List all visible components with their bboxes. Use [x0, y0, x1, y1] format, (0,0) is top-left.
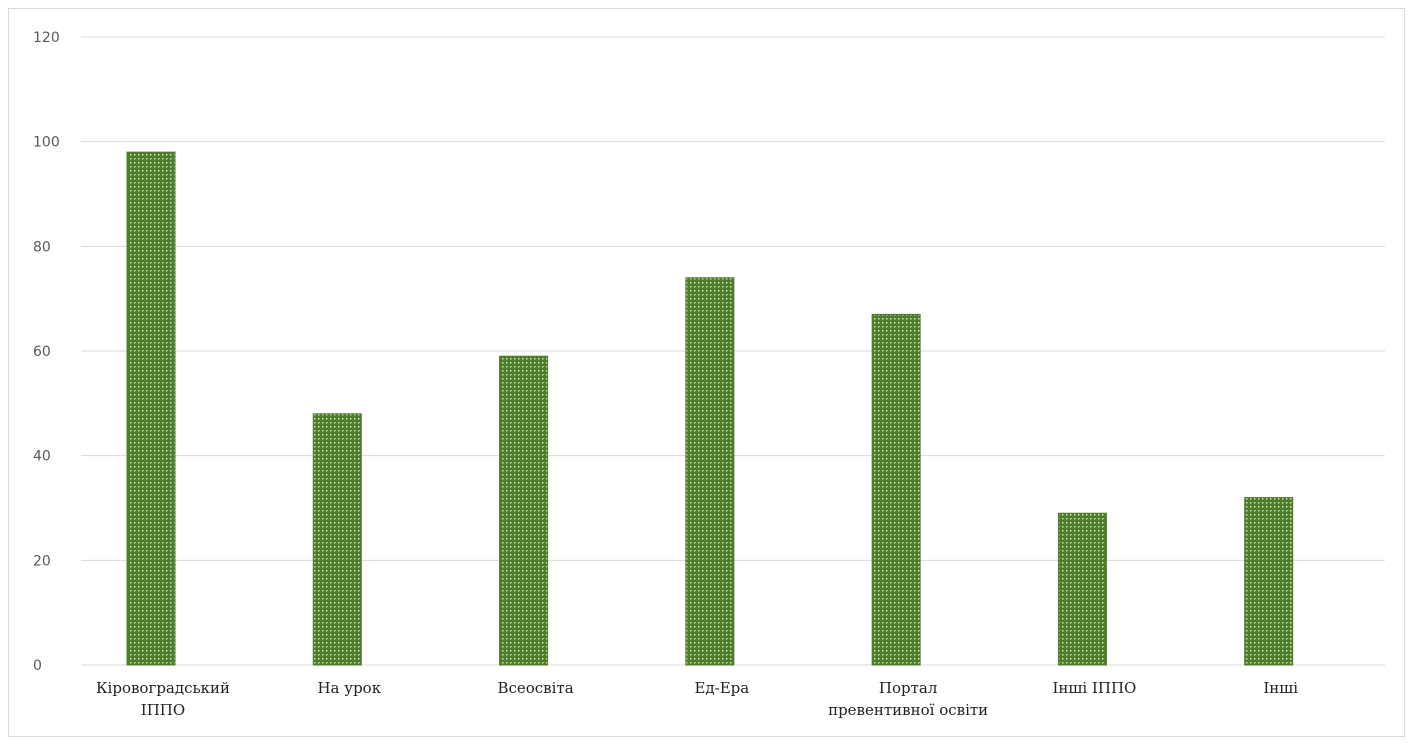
y-tick-label: 40 — [33, 449, 51, 465]
y-tick-label: 80 — [33, 239, 51, 255]
bar — [126, 151, 176, 666]
x-axis-ticks: Кіровоградський ІППО На урок Всеосвіта Ед-Ер… — [96, 679, 1298, 719]
bar-chart: 0 20 40 60 80 100 120 Кіровоградський ІППО На ур… — [33, 30, 1385, 719]
chart-frame: 0 20 40 60 80 100 120 Кіровоградський ІППО На ур… — [8, 8, 1405, 737]
x-tick-label: Портал превентивної освіти — [828, 679, 988, 719]
y-axis-ticks: 0 20 40 60 80 100 120 — [33, 30, 60, 674]
x-tick-label: Інші ІППО — [1053, 679, 1137, 697]
y-tick-label: 60 — [33, 344, 51, 360]
bar — [871, 313, 921, 666]
x-tick-label: Інші — [1263, 679, 1298, 697]
y-tick-label: 20 — [33, 553, 51, 569]
x-tick-label: Ед-Ера — [694, 679, 749, 697]
bar — [685, 277, 735, 666]
x-tick-label: Кіровоградський ІППО — [96, 679, 230, 719]
y-tick-label: 100 — [33, 135, 60, 151]
y-tick-label: 120 — [33, 30, 60, 46]
bars — [126, 151, 1294, 666]
bar — [312, 413, 362, 666]
bar — [499, 355, 549, 666]
x-tick-label: На урок — [317, 679, 381, 697]
bar — [1057, 512, 1107, 666]
y-tick-label: 0 — [33, 658, 42, 674]
x-tick-label: Всеосвіта — [497, 679, 573, 697]
bar — [1244, 497, 1294, 666]
